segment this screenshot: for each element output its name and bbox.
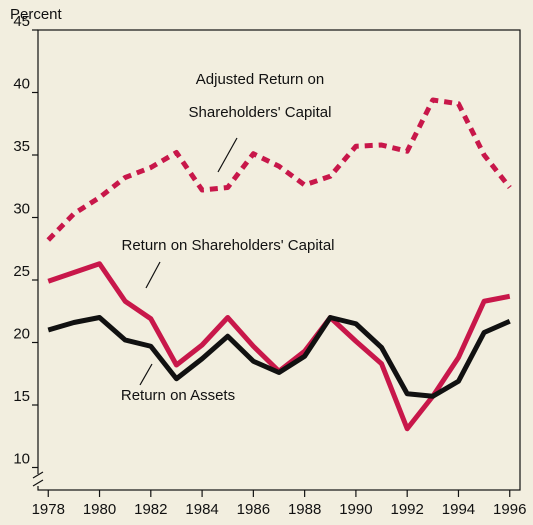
series-label: Adjusted Return on: [196, 71, 324, 88]
y-tick-label: 35: [13, 138, 30, 155]
y-tick-label: 30: [13, 200, 30, 217]
x-tick-label: 1996: [493, 501, 526, 518]
x-tick-label: 1986: [237, 501, 270, 518]
x-tick-label: 1984: [185, 501, 218, 518]
y-tick-label: 45: [13, 13, 30, 30]
y-tick-label: 25: [13, 263, 30, 280]
x-tick-label: 1980: [83, 501, 116, 518]
x-tick-label: 1990: [339, 501, 372, 518]
series-line: [46, 97, 512, 242]
axis-break: [32, 471, 44, 487]
series-label: Return on Shareholders' Capital: [122, 237, 335, 254]
x-tick-label: 1992: [391, 501, 424, 518]
series-label: Return on Assets: [121, 387, 235, 404]
y-tick-label: 40: [13, 75, 30, 92]
y-tick-label: 10: [13, 450, 30, 467]
x-tick-label: 1988: [288, 501, 321, 518]
series-line: [47, 261, 511, 432]
x-tick-label: 1978: [32, 501, 65, 518]
x-tick-label: 1994: [442, 501, 475, 518]
y-tick-label: 20: [13, 325, 30, 342]
y-tick-label: 15: [13, 388, 30, 405]
series-label: Shareholders' Capital: [189, 104, 332, 121]
y-axis-label: Percent: [10, 6, 63, 23]
series-line: [47, 315, 511, 399]
label-pointer: [139, 363, 153, 386]
plot-frame: [37, 29, 521, 491]
label-pointer: [217, 137, 238, 173]
x-tick-label: 1982: [134, 501, 167, 518]
label-pointer: [145, 261, 161, 289]
